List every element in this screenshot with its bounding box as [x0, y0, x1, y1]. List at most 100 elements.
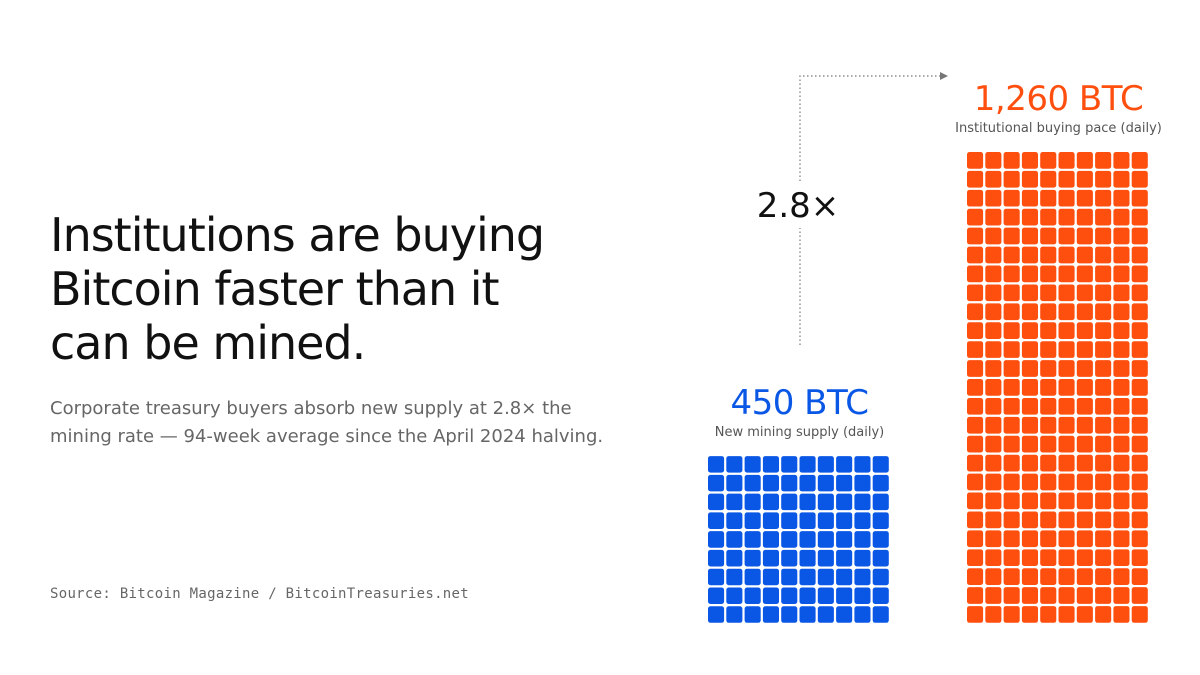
- unit-cell: [967, 208, 984, 226]
- unit-cell: [985, 303, 1002, 321]
- unit-cell: [985, 511, 1002, 529]
- unit-cell: [1058, 152, 1075, 169]
- unit-cell: [1058, 435, 1075, 453]
- unit-cell: [817, 531, 834, 548]
- unit-cell: [1113, 454, 1130, 472]
- unit-cell: [1095, 246, 1112, 264]
- unit-cell: [836, 549, 853, 567]
- category-label: New mining supply (daily): [715, 425, 884, 440]
- unit-cell: [967, 170, 984, 188]
- unit-cell: [985, 170, 1002, 188]
- unit-cell: [967, 435, 984, 453]
- unit-cell: [1003, 511, 1020, 529]
- unit-cell: [1113, 227, 1130, 245]
- unit-cell: [967, 397, 984, 415]
- unit-cell: [836, 568, 853, 586]
- unit-cell: [1040, 606, 1057, 623]
- unit-cell: [836, 531, 853, 548]
- annotation-bg: [750, 182, 850, 228]
- unit-cell: [1021, 397, 1038, 415]
- unit-cell: [1131, 416, 1148, 434]
- unit-cell: [1095, 227, 1112, 245]
- unit-cell: [1040, 530, 1057, 548]
- unit-cell: [872, 531, 889, 548]
- unit-cell: [1003, 473, 1020, 491]
- unit-cell: [1076, 606, 1093, 623]
- unit-cell: [1113, 284, 1130, 302]
- unit-cell: [708, 512, 725, 529]
- unit-cell: [985, 568, 1002, 585]
- unit-cell: [1131, 568, 1148, 585]
- unit-cell: [1040, 284, 1057, 302]
- unit-cell: [1058, 341, 1075, 358]
- unit-cell: [1131, 189, 1148, 207]
- unit-cell: [872, 606, 889, 623]
- unit-cell: [1058, 360, 1075, 377]
- unit-cell: [1003, 265, 1020, 283]
- unit-cell: [985, 189, 1002, 207]
- unit-cell: [836, 456, 853, 473]
- unit-cell: [1076, 492, 1093, 510]
- unit-cell: [1003, 492, 1020, 510]
- unit-cell: [726, 568, 743, 586]
- unit-cell: [1021, 492, 1038, 510]
- unit-cell: [1113, 303, 1130, 321]
- unit-cell: [1076, 473, 1093, 491]
- unit-cell: [1003, 152, 1020, 169]
- unit-cell: [1058, 208, 1075, 226]
- unit-cell: [1113, 397, 1130, 415]
- unit-cell: [1113, 416, 1130, 434]
- unit-cell: [1021, 473, 1038, 491]
- unit-cell: [781, 493, 798, 511]
- unit-cell: [1003, 549, 1020, 567]
- unit-cell: [1021, 454, 1038, 472]
- annotation: 2.8×: [757, 186, 840, 226]
- unit-cell: [744, 549, 761, 567]
- unit-cell: [744, 474, 761, 492]
- unit-cell: [1021, 341, 1038, 358]
- unit-cell: [854, 493, 871, 511]
- unit-cell: [1076, 208, 1093, 226]
- unit-cell: [1076, 511, 1093, 529]
- unit-cell: [1131, 435, 1148, 453]
- unit-cell: [872, 549, 889, 567]
- unit-cell: [1058, 606, 1075, 623]
- unit-cell: [1058, 265, 1075, 283]
- unit-cell: [1095, 606, 1112, 623]
- unit-cell: [872, 587, 889, 605]
- unit-cell: [1021, 322, 1038, 339]
- unit-cell: [967, 379, 984, 396]
- unit-cell: [781, 474, 798, 492]
- unit-cell: [1003, 606, 1020, 623]
- unit-cell: [1040, 152, 1057, 169]
- unit-cell: [708, 606, 725, 623]
- unit-cell: [1131, 379, 1148, 396]
- unit-cell: [1095, 189, 1112, 207]
- unit-cell: [1076, 284, 1093, 302]
- unit-cell: [1095, 284, 1112, 302]
- unit-cell: [967, 152, 984, 169]
- unit-cell: [1095, 511, 1112, 529]
- unit-cell: [817, 549, 834, 567]
- unit-cell: [1076, 435, 1093, 453]
- unit-cell: [985, 246, 1002, 264]
- unit-cell: [1003, 227, 1020, 245]
- unit-cell: [967, 568, 984, 585]
- unit-cell: [1021, 549, 1038, 567]
- unit-cell: [1076, 227, 1093, 245]
- unit-cell: [985, 606, 1002, 623]
- unit-cell: [762, 493, 779, 511]
- unit-cell: [1003, 170, 1020, 188]
- title: Institutions are buying Bitcoin faster t…: [50, 208, 545, 370]
- unit-cell: [1113, 208, 1130, 226]
- unit-cell: [1113, 246, 1130, 264]
- unit-cell: [1131, 303, 1148, 321]
- unit-cell: [1131, 322, 1148, 339]
- unit-cell: [1058, 454, 1075, 472]
- unit-cell: [1003, 189, 1020, 207]
- unit-cell: [1003, 379, 1020, 396]
- unit-cell: [762, 606, 779, 623]
- unit-cell: [1076, 568, 1093, 585]
- unit-cell: [1113, 587, 1130, 604]
- unit-cell: [1095, 152, 1112, 169]
